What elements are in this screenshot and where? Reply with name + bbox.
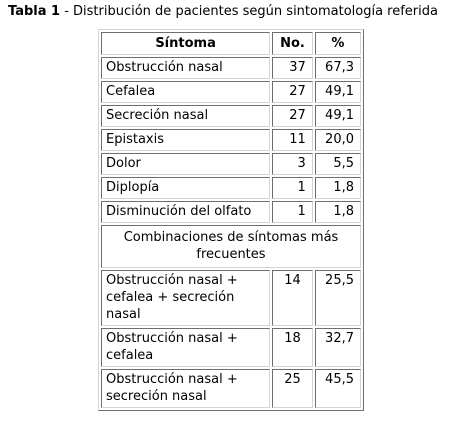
table-row: Obstrucción nasal 37 67,3: [101, 57, 361, 79]
cell-count: 37: [272, 57, 313, 79]
table-row: Diplopía 1 1,8: [101, 177, 361, 199]
cell-percent: 45,5: [314, 369, 361, 408]
cell-count: 1: [272, 177, 313, 199]
cell-symptom: Obstrucción nasal + secreción nasal: [101, 369, 271, 408]
table-caption-label: Tabla 1: [8, 4, 61, 19]
symptom-table: Síntoma No. % Obstrucción nasal 37 67,3 …: [98, 29, 364, 411]
section-row: Combinaciones de síntomas más frecuentes: [101, 225, 361, 268]
cell-count: 14: [272, 270, 313, 326]
cell-count: 1: [272, 201, 313, 223]
cell-percent: 67,3: [314, 57, 361, 79]
table-row: Obstrucción nasal + cefalea 18 32,7: [101, 328, 361, 367]
cell-percent: 5,5: [314, 153, 361, 175]
cell-percent: 1,8: [314, 177, 361, 199]
table-row: Secreción nasal 27 49,1: [101, 105, 361, 127]
cell-symptom: Epistaxis: [101, 129, 271, 151]
cell-count: 27: [272, 81, 313, 103]
cell-percent: 1,8: [314, 201, 361, 223]
cell-symptom: Dolor: [101, 153, 271, 175]
cell-percent: 20,0: [314, 129, 361, 151]
cell-symptom: Secreción nasal: [101, 105, 271, 127]
table-row: Cefalea 27 49,1: [101, 81, 361, 103]
cell-count: 18: [272, 328, 313, 367]
cell-percent: 49,1: [314, 105, 361, 127]
cell-count: 3: [272, 153, 313, 175]
cell-percent: 49,1: [314, 81, 361, 103]
table-caption: Tabla 1 - Distribución de pacientes segú…: [8, 3, 438, 21]
table-row: Dolor 3 5,5: [101, 153, 361, 175]
table-row: Epistaxis 11 20,0: [101, 129, 361, 151]
cell-count: 11: [272, 129, 313, 151]
cell-count: 27: [272, 105, 313, 127]
header-count: No.: [272, 32, 313, 55]
cell-symptom: Obstrucción nasal + cefalea: [101, 328, 271, 367]
cell-percent: 25,5: [314, 270, 361, 326]
table-row: Obstrucción nasal + secreción nasal 25 4…: [101, 369, 361, 408]
header-row: Síntoma No. %: [101, 32, 361, 55]
header-percent: %: [314, 32, 361, 55]
cell-symptom: Obstrucción nasal + cefalea + secreción …: [101, 270, 271, 326]
header-symptom: Síntoma: [101, 32, 271, 55]
cell-symptom: Obstrucción nasal: [101, 57, 271, 79]
cell-count: 25: [272, 369, 313, 408]
table-caption-text: - Distribución de pacientes según sintom…: [60, 4, 438, 19]
cell-symptom: Diplopía: [101, 177, 271, 199]
table-row: Disminución del olfato 1 1,8: [101, 201, 361, 223]
section-title: Combinaciones de síntomas más frecuentes: [101, 225, 361, 268]
cell-percent: 32,7: [314, 328, 361, 367]
cell-symptom: Cefalea: [101, 81, 271, 103]
table-row: Obstrucción nasal + cefalea + secreción …: [101, 270, 361, 326]
cell-symptom: Disminución del olfato: [101, 201, 271, 223]
